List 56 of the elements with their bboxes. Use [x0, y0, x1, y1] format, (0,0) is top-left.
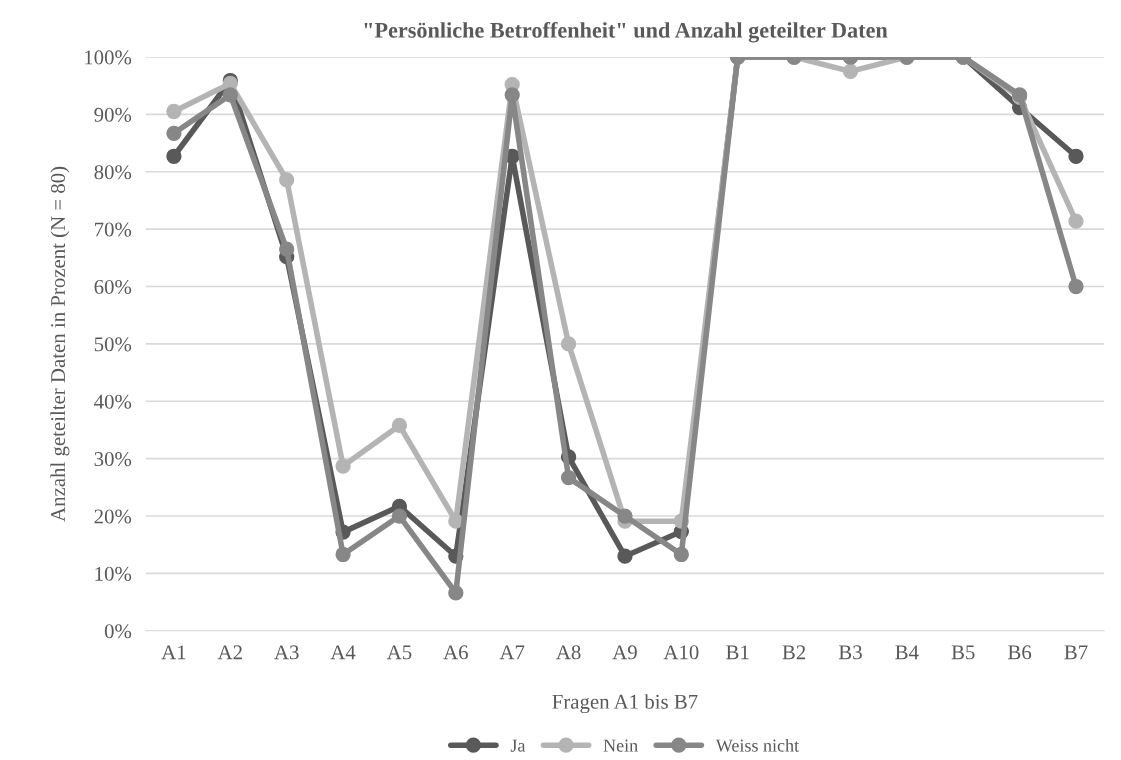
y-tick-label: 60%: [94, 279, 132, 295]
point: [166, 103, 182, 120]
point: [279, 241, 295, 257]
x-tick-label: A5: [386, 645, 412, 660]
x-tick-label: A8: [556, 645, 581, 660]
y-tick-label: 80%: [94, 165, 132, 180]
y-tick-label: 70%: [95, 222, 132, 237]
y-tick-label: 10%: [95, 566, 132, 581]
point: [448, 585, 464, 601]
y-tick-label: 30%: [94, 452, 132, 467]
point: [673, 546, 689, 563]
point: [335, 546, 351, 563]
x-tick-label: B6: [1008, 645, 1032, 660]
point: [391, 417, 408, 434]
x-tick-label: B7: [1064, 645, 1088, 660]
point: [222, 87, 238, 103]
x-axis-title: Fragen A1 bis B7: [552, 694, 698, 714]
x-tick-label: B1: [726, 645, 749, 660]
point: [842, 63, 859, 79]
legend-label: Ja: [510, 739, 526, 752]
x-tick-label: A1: [161, 645, 186, 660]
x-tick-label: A3: [274, 645, 299, 660]
y-tick-label: 0%: [104, 624, 132, 639]
x-tick-label: A2: [217, 645, 242, 660]
x-tick-label: A9: [612, 645, 637, 660]
y-tick-label: 90%: [94, 107, 132, 122]
y-tick-label: 100%: [85, 50, 132, 65]
point: [1068, 213, 1084, 229]
point: [1068, 278, 1084, 295]
x-tick-label: B4: [895, 645, 919, 660]
y-tick-label: 50%: [94, 337, 132, 352]
x-tick-label: A7: [499, 645, 525, 660]
point: [279, 172, 295, 188]
point: [617, 508, 633, 524]
point: [335, 458, 351, 474]
y-tick-label: 40%: [94, 394, 132, 409]
x-tick-label: A10: [663, 645, 699, 660]
legend-label: Weiss nicht: [715, 738, 799, 752]
x-tick-label: B5: [951, 645, 975, 660]
point: [560, 336, 577, 352]
y-tick-label: 20%: [94, 509, 132, 524]
x-tick-label: B3: [838, 645, 862, 660]
point: [560, 469, 577, 486]
point: [448, 513, 464, 529]
point: [617, 548, 633, 564]
point: [1068, 148, 1084, 164]
legend-label: Nein: [603, 739, 638, 752]
point: [504, 87, 520, 103]
x-tick-label: A6: [443, 645, 468, 660]
x-tick-label: A4: [330, 645, 356, 660]
y-axis-title: Anzahl geteilter Daten in Prozent (N = 80): [50, 166, 70, 522]
point: [166, 148, 182, 164]
point: [166, 125, 182, 141]
chart-title: "Persönliche Betroffenheit" und Anzahl geteilter Daten: [364, 21, 888, 43]
x-tick-label: B2: [782, 645, 806, 660]
point: [391, 508, 408, 524]
